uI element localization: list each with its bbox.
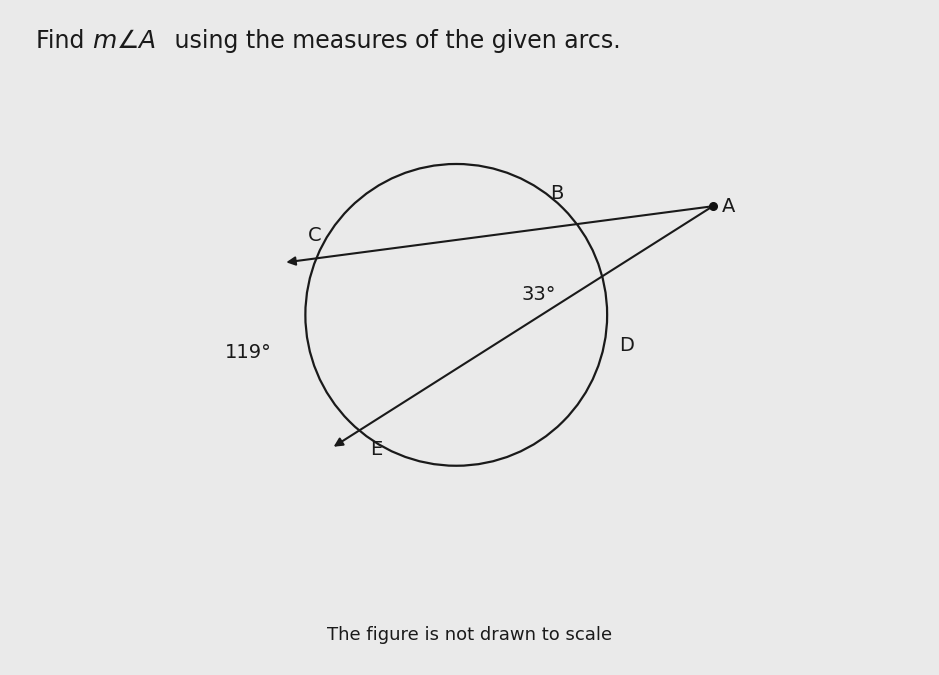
- Text: B: B: [549, 184, 563, 203]
- Text: E: E: [370, 439, 382, 458]
- Text: 119°: 119°: [225, 343, 272, 362]
- Text: 33°: 33°: [521, 286, 556, 304]
- Text: Find: Find: [36, 29, 92, 53]
- Text: using the measures of the given arcs.: using the measures of the given arcs.: [167, 29, 621, 53]
- Text: The figure is not drawn to scale: The figure is not drawn to scale: [327, 626, 612, 643]
- Text: A: A: [722, 196, 735, 216]
- Text: D: D: [619, 335, 634, 354]
- Text: $m\angle A$: $m\angle A$: [92, 29, 156, 53]
- Text: C: C: [308, 225, 322, 245]
